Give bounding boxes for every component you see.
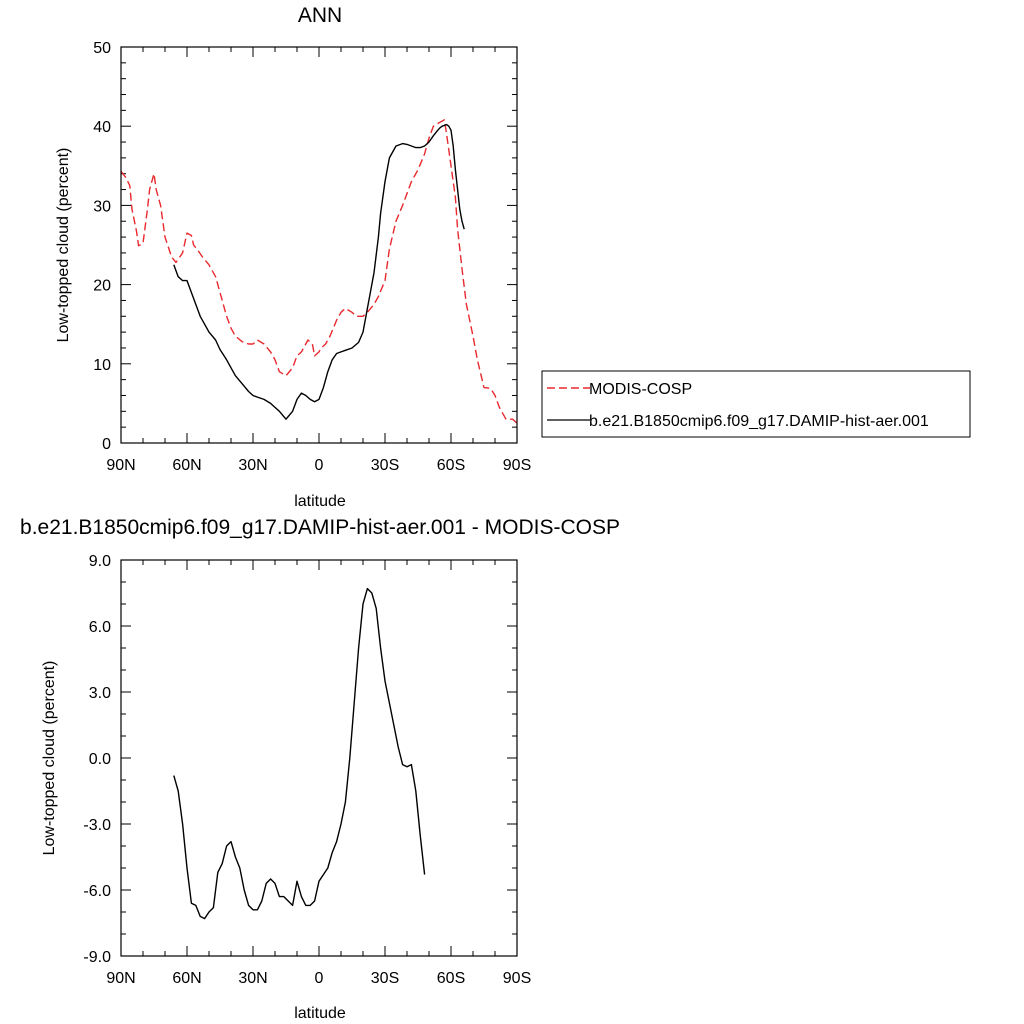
x-tick-label: 60S <box>437 457 465 474</box>
bottom-panel-ylabel: Low-topped cloud (percent) <box>41 661 58 856</box>
x-tick-label: 90N <box>106 970 135 987</box>
y-tick-label: 30 <box>93 198 111 215</box>
x-tick-label: 30S <box>371 970 399 987</box>
legend-box <box>541 370 971 438</box>
x-tick-label: 0 <box>315 970 324 987</box>
x-tick-label: 30N <box>238 457 267 474</box>
y-tick-label: 40 <box>93 119 111 136</box>
bottom-panel-ticks: 90N 60N 30N 0 30S 60S 90S -9.0 -6.0 -3.0 0.0 3.0 6.0… <box>83 553 531 987</box>
x-tick-label: 30N <box>238 970 267 987</box>
bottom-panel-lines <box>173 587 426 920</box>
legend-entry-model: b.e21.B1850cmip6.f09_g17.DAMIP-hist-aer.… <box>589 413 929 430</box>
y-tick-label: 0 <box>102 436 111 453</box>
top-panel-lines <box>120 119 518 424</box>
top-panel-title: ANN <box>298 4 342 27</box>
y-tick-label: 10 <box>93 357 111 374</box>
y-tick-label: 0.0 <box>89 751 111 768</box>
top-panel-ticks: 90N 60N 30N 0 30S 60S 90S 0 10 20 30 40 50 <box>93 40 531 474</box>
series-line-0-0 <box>120 119 518 424</box>
series-line-0-1 <box>173 123 465 420</box>
top-panel: ANN Low-topped cloud (percent) latitude … <box>55 4 531 510</box>
top-panel-ylabel: Low-topped cloud (percent) <box>55 148 72 343</box>
legend: MODIS-COSP b.e21.B1850cmip6.f09_g17.DAMI… <box>541 370 971 438</box>
legend-entry-modis-cosp: MODIS-COSP <box>589 381 692 398</box>
y-tick-label: 9.0 <box>89 553 111 570</box>
x-tick-label: 60N <box>172 970 201 987</box>
y-tick-label: 3.0 <box>89 685 111 702</box>
x-tick-label: 0 <box>315 457 324 474</box>
top-panel-plot-area <box>120 46 518 444</box>
bottom-panel-xlabel: latitude <box>294 1005 346 1022</box>
x-tick-label: 60N <box>172 457 201 474</box>
y-tick-label: -6.0 <box>83 883 111 900</box>
y-tick-label: -3.0 <box>83 817 111 834</box>
x-tick-label: 30S <box>371 457 399 474</box>
y-tick-label: 50 <box>93 40 111 57</box>
bottom-panel-title: b.e21.B1850cmip6.f09_g17.DAMIP-hist-aer.… <box>20 516 620 539</box>
y-tick-label: 6.0 <box>89 619 111 636</box>
y-tick-label: 20 <box>93 278 111 295</box>
series-line-1-0 <box>173 587 426 920</box>
y-tick-label: -9.0 <box>83 949 111 966</box>
bottom-panel: b.e21.B1850cmip6.f09_g17.DAMIP-hist-aer.… <box>20 516 620 1022</box>
bottom-panel-plot-area <box>120 559 518 957</box>
x-tick-label: 60S <box>437 970 465 987</box>
x-tick-label: 90S <box>503 970 531 987</box>
x-tick-label: 90S <box>503 457 531 474</box>
x-tick-label: 90N <box>106 457 135 474</box>
top-panel-xlabel: latitude <box>294 493 346 510</box>
